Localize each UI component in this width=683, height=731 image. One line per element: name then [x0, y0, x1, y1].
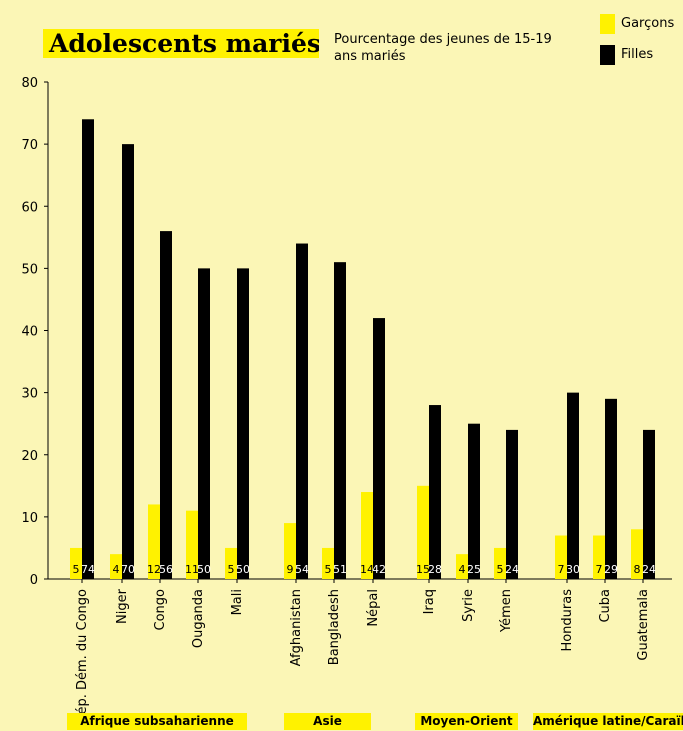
data-label-garcons: 8	[634, 563, 641, 576]
chart-subtitle: Pourcentage des jeunes de 15-19 ans mari…	[334, 32, 552, 64]
x-tick-label: Rép. Dém. du Congo	[75, 589, 90, 723]
data-label-filles: 74	[81, 563, 95, 576]
region-label-moyen-orient: Moyen-Orient	[415, 713, 518, 730]
legend-swatch-garcons	[600, 14, 615, 34]
bar-garcons	[593, 535, 605, 579]
data-label-garcons: 5	[325, 563, 332, 576]
y-tick-label: 0	[30, 573, 38, 588]
chart-title: Adolescents mariés	[43, 29, 319, 58]
bar-garcons	[225, 547, 237, 579]
bar-garcons	[361, 492, 373, 579]
x-tick-label: Yémen	[499, 589, 514, 633]
region-label-asie: Asie	[284, 713, 371, 730]
y-tick-label: 60	[21, 200, 38, 215]
data-label-garcons: 4	[459, 563, 466, 576]
x-tick-label: Syrie	[461, 589, 476, 622]
bar-garcons	[631, 529, 643, 579]
y-tick-label: 10	[21, 511, 38, 526]
bar-filles	[122, 144, 134, 579]
x-tick-label: Bangladesh	[327, 589, 342, 665]
y-tick-label: 70	[21, 138, 38, 153]
data-label-filles: 70	[121, 563, 135, 576]
bar-filles	[237, 268, 249, 579]
bar-garcons	[110, 554, 122, 579]
bar-filles	[160, 231, 172, 579]
data-label-garcons: 5	[497, 563, 504, 576]
data-label-garcons: 7	[596, 563, 603, 576]
bar-garcons	[494, 547, 506, 579]
bar-filles	[373, 318, 385, 579]
data-label-filles: 51	[333, 563, 347, 576]
x-tick-label: Guatemala	[636, 589, 651, 661]
data-label-filles: 24	[505, 563, 519, 576]
region-label-amerique: Amérique latine/Caraïbes	[533, 713, 683, 730]
data-label-filles: 29	[604, 563, 618, 576]
data-label-garcons: 15	[416, 563, 430, 576]
data-label-garcons: 14	[360, 563, 374, 576]
x-tick-label: Honduras	[560, 589, 575, 652]
region-label-afrique: Afrique subsaharienne	[67, 713, 247, 730]
data-label-garcons: 5	[73, 563, 80, 576]
data-label-filles: 50	[236, 563, 250, 576]
bar-garcons	[186, 510, 198, 579]
x-tick-label: Afghanistan	[289, 589, 304, 666]
bar-garcons	[148, 504, 160, 579]
y-tick-label: 50	[21, 262, 38, 277]
data-label-garcons: 9	[287, 563, 294, 576]
x-tick-label: Iraq	[422, 589, 437, 614]
bar-garcons	[555, 535, 567, 579]
y-tick-label: 30	[21, 387, 38, 402]
bar-filles	[82, 119, 94, 580]
bar-garcons	[456, 554, 468, 579]
bar-filles	[506, 429, 518, 579]
legend-label-garcons: Garçons	[621, 16, 675, 31]
bar-garcons	[284, 523, 296, 579]
bar-filles	[643, 429, 655, 579]
data-label-garcons: 7	[558, 563, 565, 576]
bar-garcons	[322, 547, 334, 579]
data-label-filles: 56	[159, 563, 173, 576]
data-label-filles: 54	[295, 563, 309, 576]
bar-filles	[468, 423, 480, 579]
bar-filles	[605, 398, 617, 579]
bar-filles	[567, 392, 579, 579]
x-tick-label: Ouganda	[191, 589, 206, 648]
data-label-filles: 24	[642, 563, 656, 576]
data-label-filles: 42	[372, 563, 386, 576]
y-tick-label: 80	[21, 76, 38, 91]
x-tick-label: Népal	[366, 589, 381, 627]
y-tick-label: 40	[21, 325, 38, 340]
data-label-filles: 25	[467, 563, 481, 576]
x-tick-label: Niger	[115, 588, 130, 624]
y-tick-label: 20	[21, 449, 38, 464]
x-tick-label: Cuba	[598, 589, 613, 623]
bar-filles	[198, 268, 210, 579]
data-label-garcons: 12	[147, 563, 161, 576]
bar-garcons	[417, 485, 429, 579]
data-label-garcons: 5	[228, 563, 235, 576]
data-label-filles: 28	[428, 563, 442, 576]
bar-filles	[429, 405, 441, 579]
data-label-filles: 30	[566, 563, 580, 576]
x-tick-label: Mali	[230, 589, 245, 615]
bar-garcons	[70, 547, 82, 579]
bar-filles	[334, 262, 346, 579]
x-tick-label: Congo	[153, 589, 168, 631]
data-label-garcons: 4	[113, 563, 120, 576]
data-label-garcons: 11	[185, 563, 199, 576]
legend-swatch-filles	[600, 45, 615, 65]
data-label-filles: 50	[197, 563, 211, 576]
bar-filles	[296, 243, 308, 579]
legend-label-filles: Filles	[621, 47, 654, 62]
